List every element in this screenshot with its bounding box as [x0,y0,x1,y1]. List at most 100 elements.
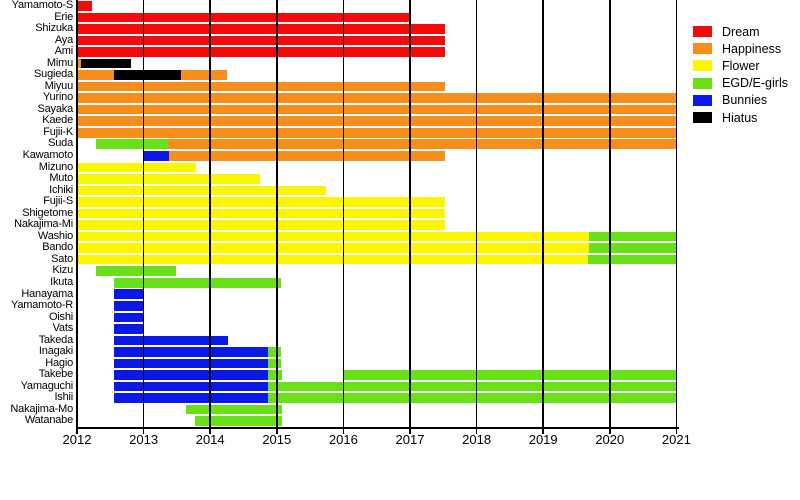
x-tick-label-2016: 2016 [328,432,358,447]
x-tick-label-2013: 2013 [129,432,159,447]
timeline-bar-oishi-bunnies [114,312,145,323]
timeline-bar-bando-flower [77,243,590,253]
row-label-fujii-s: Fujii-S [43,195,73,208]
x-tick-label-2012: 2012 [62,432,92,447]
row-label-shigetome: Shigetome [22,206,73,219]
x-tick-label-2020: 2020 [595,432,625,447]
timeline-bar-sato-egd-e-girls [588,254,677,265]
timeline-bar-muto-flower [77,174,261,184]
timeline-bar-yamamoto-r-bunnies [114,301,145,311]
row-label-nakajima-mi: Nakajima-Mi [14,218,73,231]
timeline-bar-yamamoto-s-dream [77,0,93,11]
timeline-bar-washio-flower [77,231,590,242]
timeline-bar-yamaguchi-bunnies [114,381,269,392]
timeline-bar-takebe-egd-e-girls [343,370,677,380]
legend-item-dream: Dream [693,24,760,39]
x-tick-2020 [609,427,611,434]
row-label-suda: Suda [48,137,73,150]
timeline-bar-nakajima-mo-egd-e-girls [186,404,283,415]
legend-swatch-hiatus [693,112,712,123]
row-label-takeda: Takeda [38,333,73,346]
timeline-bar-inagaki-bunnies [114,347,269,357]
timeline-bar-hagio-bunnies [114,358,269,369]
x-tick-label-2019: 2019 [528,432,558,447]
x-tick-2021 [675,427,678,434]
legend-item-bunnies: Bunnies [693,93,767,107]
x-tick-label-2021: 2021 [661,432,691,447]
row-label-yurino: Yurino [43,91,73,104]
legend: Dream Happiness Flower EGD/E-girls Bunnies Hi… [693,0,798,130]
timeline-bar-sugieda-happiness [77,70,114,80]
gridline-2019 [542,0,544,427]
timeline-bar-ishii-egd-e-girls [268,393,677,403]
gridline-2015 [276,0,278,427]
legend-label-dream: Dream [722,24,760,39]
x-axis-line [75,427,679,429]
timeline-bar-suda-egd-e-girls [96,139,169,150]
timeline-bar-washio-egd-e-girls [589,231,677,242]
legend-item-egd-e-girls: EGD/E-girls [693,76,788,90]
timeline-bar-ichiki-flower [77,185,327,196]
x-tick-label-2018: 2018 [462,432,492,447]
timeline-bar-miyuu-happiness [77,81,445,92]
timeline-bar-sugieda-happiness [180,70,227,80]
gridline-2018 [475,0,478,427]
x-tick-2013 [142,427,145,434]
row-label-fujii-k: Fujii-K [43,125,73,138]
gridline-2016 [342,0,345,427]
row-label-mimu: Mimu [46,56,73,69]
legend-label-hiatus: Hiatus [722,110,758,125]
timeline-bar-kawamoto-happiness [168,150,445,161]
gridline-2014 [209,0,211,427]
x-tick-2019 [542,427,544,434]
timeline-bar-kaede-happiness [77,116,677,126]
timeline-bar-yamaguchi-egd-e-girls [268,381,677,392]
row-label-ikuta: Ikuta [50,275,73,288]
row-label-sugieda: Sugieda [34,68,73,81]
row-label-sayaka: Sayaka [37,102,74,115]
x-tick-2015 [276,427,278,434]
row-label-kawamoto: Kawamoto [22,149,74,162]
row-label-inagaki: Inagaki [38,345,73,358]
timeline-bar-takebe-egd-e-girls [268,370,283,380]
legend-item-happiness: Happiness [693,42,781,56]
timeline-bar-takeda-bunnies [114,335,229,346]
row-label-mizuno: Mizuno [38,160,73,173]
row-label-watanabe: Watanabe [24,414,73,427]
row-label-oishi: Oishi [48,310,73,323]
gridline-2020 [609,0,611,427]
gridline-2017 [409,0,411,427]
x-tick-label-2015: 2015 [262,432,292,447]
row-label-hagio: Hagio [45,356,73,369]
row-label-muto: Muto [49,172,73,185]
timeline-bar-ikuta-egd-e-girls [114,277,281,288]
row-label-kaede: Kaede [42,114,73,127]
x-tick-2018 [475,427,478,434]
row-label-ami: Ami [54,45,74,58]
row-label-kizu: Kizu [52,264,73,277]
timeline-bar-mimu-happiness [77,58,81,69]
timeline-bar-nakajima-mi-flower [77,220,445,230]
timeline-bar-shigetome-flower [77,208,445,219]
row-label-shizuka: Shizuka [35,22,73,35]
row-label-yamaguchi: Yamaguchi [20,379,74,392]
timeline-bar-sugieda-hiatus [113,70,181,80]
timeline-bar-aya-dream [77,35,445,46]
timeline-bar-kawamoto-bunnies [143,150,169,161]
timeline-bar-hanayama-bunnies [114,289,145,300]
row-label-yamamoto-r: Yamamoto-R [11,299,73,312]
timeline-bar-mizuno-flower [77,162,197,173]
legend-item-flower: Flower [693,58,760,73]
timeline-bar-ishii-bunnies [114,393,269,403]
legend-swatch-egd-e-girls [693,77,712,89]
timeline-bar-yurino-happiness [77,93,677,103]
timeline-bar-bando-egd-e-girls [589,243,677,253]
timeline-bar-sato-flower [77,254,589,265]
row-label-miyuu: Miyuu [44,79,74,92]
legend-label-flower: Flower [722,58,760,73]
row-label-sato: Sato [51,252,73,265]
row-labels: Yamamoto-S Erie Shizuka Aya Ami Mimu Sugieda Mi… [0,0,73,427]
x-tick-2014 [209,427,211,434]
row-label-bando: Bando [42,241,73,254]
